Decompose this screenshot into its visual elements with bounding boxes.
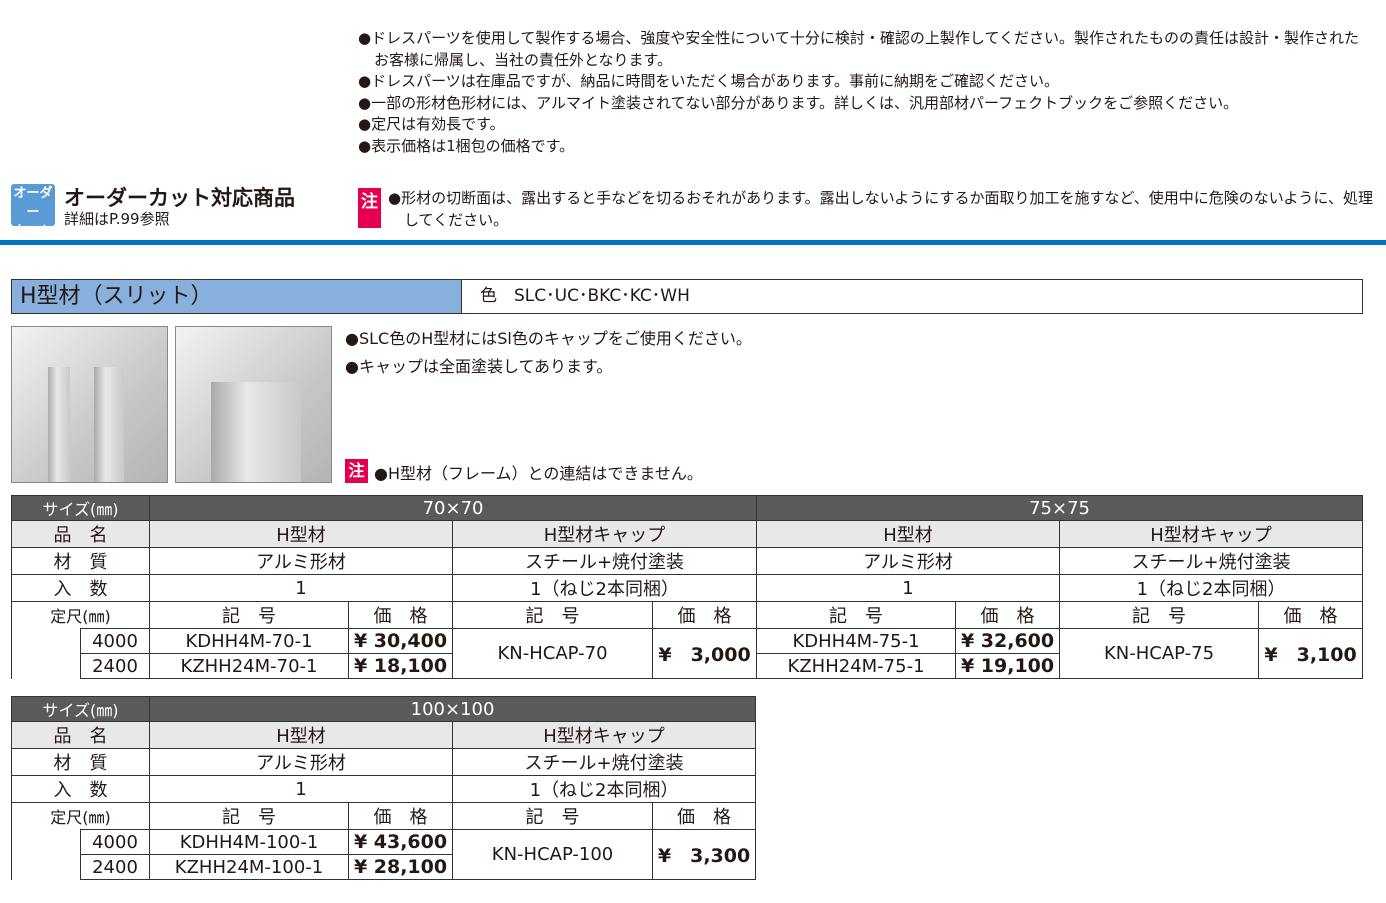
size-value: 75×75 <box>756 495 1364 521</box>
material: アルミ形材 <box>149 748 454 776</box>
product-code: KDHH4M-100-1 <box>149 829 350 855</box>
cap-price: ¥ 3,100 <box>1258 628 1364 679</box>
length: 4000 <box>79 829 151 855</box>
quantity: 1（ねじ2本同梱） <box>452 775 757 803</box>
material: スチール+焼付塗装 <box>1059 547 1364 575</box>
product-name: H型材 <box>756 520 1061 548</box>
quantity: 1 <box>756 574 1061 602</box>
qty-label: 入 数 <box>10 574 151 602</box>
price-label: 価 格 <box>1258 601 1364 629</box>
product-code: KDHH4M-75-1 <box>756 628 957 654</box>
material: アルミ形材 <box>149 547 454 575</box>
length-label: 定尺(㎜) <box>10 802 151 830</box>
material: アルミ形材 <box>756 547 1061 575</box>
price: ¥ 18,100 <box>348 653 454 679</box>
quantity: 1 <box>149 775 454 803</box>
note: ●ドレスパーツは在庫品ですが、納品に時間をいただく場合があります。事前に納期をご… <box>358 72 1059 90</box>
price: ¥ 30,400 <box>348 628 454 654</box>
caution-icon: 注 <box>345 459 368 483</box>
caution-text: ●形材の切断面は、露出すると手などを切るおそれがあります。露出しないようにするか… <box>388 189 1373 229</box>
price-label: 価 格 <box>955 601 1061 629</box>
code-label: 記 号 <box>756 601 957 629</box>
blank <box>11 829 81 880</box>
order-cut-badge: オーダー カット <box>11 184 55 239</box>
cap-price: ¥ 3,300 <box>652 829 757 880</box>
price-label: 価 格 <box>348 601 454 629</box>
size-value: 70×70 <box>149 495 758 521</box>
size-value: 100×100 <box>149 696 757 722</box>
length: 2400 <box>79 854 151 880</box>
price-label: 価 格 <box>348 802 454 830</box>
note: ●定尺は有効長です。 <box>358 115 505 133</box>
cap-code: KN-HCAP-70 <box>452 628 654 679</box>
product-caution: ●H型材（フレーム）との連結はできません。 <box>374 464 703 483</box>
cap-price: ¥ 3,000 <box>652 628 758 679</box>
product-code: KDHH4M-70-1 <box>149 628 350 654</box>
product-note: ●キャップは全面塗装してあります。 <box>345 357 613 376</box>
product-title: H型材（スリット） <box>12 280 462 313</box>
material-label: 材 質 <box>10 547 151 575</box>
product-code: KZHH24M-70-1 <box>149 653 350 679</box>
material: スチール+焼付塗装 <box>452 748 757 776</box>
product-name: H型材 <box>149 520 454 548</box>
general-notes: ●ドレスパーツを使用して製作する場合、強度や安全性について十分に検討・確認の上製… <box>358 28 1368 157</box>
quantity: 1（ねじ2本同梱） <box>452 574 758 602</box>
note: ●ドレスパーツを使用して製作する場合、強度や安全性について十分に検討・確認の上製… <box>358 29 1359 69</box>
code-label: 記 号 <box>149 802 350 830</box>
h-profile-image <box>11 326 168 483</box>
price: ¥ 19,100 <box>955 653 1061 679</box>
size-label: サイズ(㎜) <box>10 696 151 722</box>
badge-text: カット <box>13 224 53 239</box>
blank <box>11 628 81 679</box>
product-name: H型材キャップ <box>1059 520 1364 548</box>
cap-code: KN-HCAP-75 <box>1059 628 1260 679</box>
divider <box>0 240 1386 245</box>
name-label: 品 名 <box>10 520 151 548</box>
length: 2400 <box>79 653 151 679</box>
caution-icon: 注 <box>358 188 381 228</box>
product-code: KZHH24M-100-1 <box>149 854 350 880</box>
product-header: H型材（スリット） 色 SLC･UC･BKC･KC･WH <box>11 279 1363 314</box>
product-code: KZHH24M-75-1 <box>756 653 957 679</box>
h-cap-image <box>175 326 332 483</box>
material: スチール+焼付塗装 <box>452 547 758 575</box>
quantity: 1 <box>149 574 454 602</box>
material-label: 材 質 <box>10 748 151 776</box>
price-label: 価 格 <box>652 802 757 830</box>
qty-label: 入 数 <box>10 775 151 803</box>
product-colors: 色 SLC･UC･BKC･KC･WH <box>480 286 690 306</box>
code-label: 記 号 <box>1059 601 1260 629</box>
name-label: 品 名 <box>10 721 151 749</box>
order-cut-title: オーダーカット対応商品 <box>64 186 295 210</box>
product-name: H型材 <box>149 721 454 749</box>
price: ¥ 28,100 <box>348 854 454 880</box>
cap-code: KN-HCAP-100 <box>452 829 654 880</box>
code-label: 記 号 <box>149 601 350 629</box>
note: ●一部の形材色形材には、アルマイト塗装されてない部分があります。詳しくは、汎用部… <box>358 93 1239 112</box>
size-label: サイズ(㎜) <box>10 495 151 521</box>
quantity: 1（ねじ2本同梱） <box>1059 574 1364 602</box>
price: ¥ 43,600 <box>348 829 454 855</box>
code-label: 記 号 <box>452 601 654 629</box>
note: ●表示価格は1梱包の価格です。 <box>358 136 575 155</box>
product-note: ●SLC色のH型材にはSl色のキャップをご使用ください。 <box>345 329 752 348</box>
price-table-70-75: サイズ(㎜) 70×70 75×75 品 名 H型材 H型材キャップ H型材 H型材キャップ… <box>10 495 1364 679</box>
code-label: 記 号 <box>452 802 654 830</box>
order-cut-reference: 詳細はP.99参照 <box>64 210 170 228</box>
price-table-100: サイズ(㎜) 100×100 品 名 H型材 H型材キャップ 材 質アルミ形材 スチール… <box>10 696 757 880</box>
length: 4000 <box>79 628 151 654</box>
badge-text: オーダー <box>13 186 53 220</box>
price: ¥ 32,600 <box>955 628 1061 654</box>
length-label: 定尺(㎜) <box>10 601 151 629</box>
product-name: H型材キャップ <box>452 721 757 749</box>
product-name: H型材キャップ <box>452 520 758 548</box>
price-label: 価 格 <box>652 601 758 629</box>
